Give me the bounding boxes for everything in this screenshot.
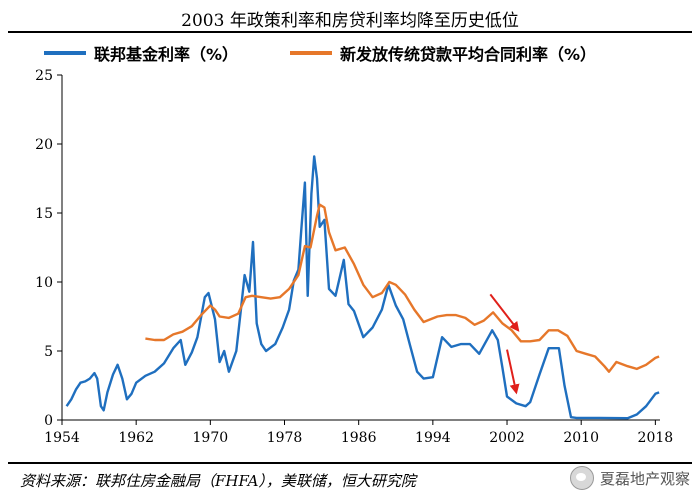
x-tick-label: 2018 [638,430,674,446]
source-note: 资料来源：联邦住房金融局（FHFA），美联储，恒大研究院 [20,472,416,490]
x-tick-label: 2002 [489,430,525,446]
x-tick-label: 1978 [267,430,303,446]
x-tick-label: 1986 [341,430,377,446]
legend-item-fed: 联邦基金利率（%） [44,41,238,65]
arrow-mortgage-decline [489,293,520,332]
legend-label-fed: 联邦基金利率（%） [94,45,239,64]
y-tick-label: 25 [35,68,53,84]
series-line-mortgage-rate [145,203,660,373]
series-line-fed-funds [65,155,660,420]
legend-swatch-fed [44,51,86,55]
legend-swatch-mortgage [290,51,332,55]
chart-title: 2003 年政策利率和房贷利率均降至历史低位 [181,11,519,31]
legend: 联邦基金利率（%） 新发放传统贷款平均合同利率（%） [0,41,700,65]
y-tick-label: 5 [44,344,53,360]
watermark: 夏磊地产观察 [569,466,690,490]
y-tick-label: 15 [35,206,53,222]
x-tick-label: 1994 [415,430,451,446]
watermark-label: 夏磊地产观察 [599,469,690,488]
legend-label-mortgage: 新发放传统贷款平均合同利率（%） [340,45,597,64]
x-tick-label: 1962 [118,430,154,446]
top-rule [8,31,692,33]
legend-item-mortgage: 新发放传统贷款平均合同利率（%） [290,41,596,65]
arrow-fed-decline [506,349,520,395]
x-tick-label: 1970 [193,430,229,446]
x-tick-label: 2010 [563,430,599,446]
y-tick-label: 20 [35,137,53,153]
x-tick-label: 1954 [44,430,80,446]
wechat-icon [569,466,594,490]
y-tick-label: 0 [44,413,53,429]
y-tick-label: 10 [35,275,53,291]
bottom-rule [8,462,692,464]
